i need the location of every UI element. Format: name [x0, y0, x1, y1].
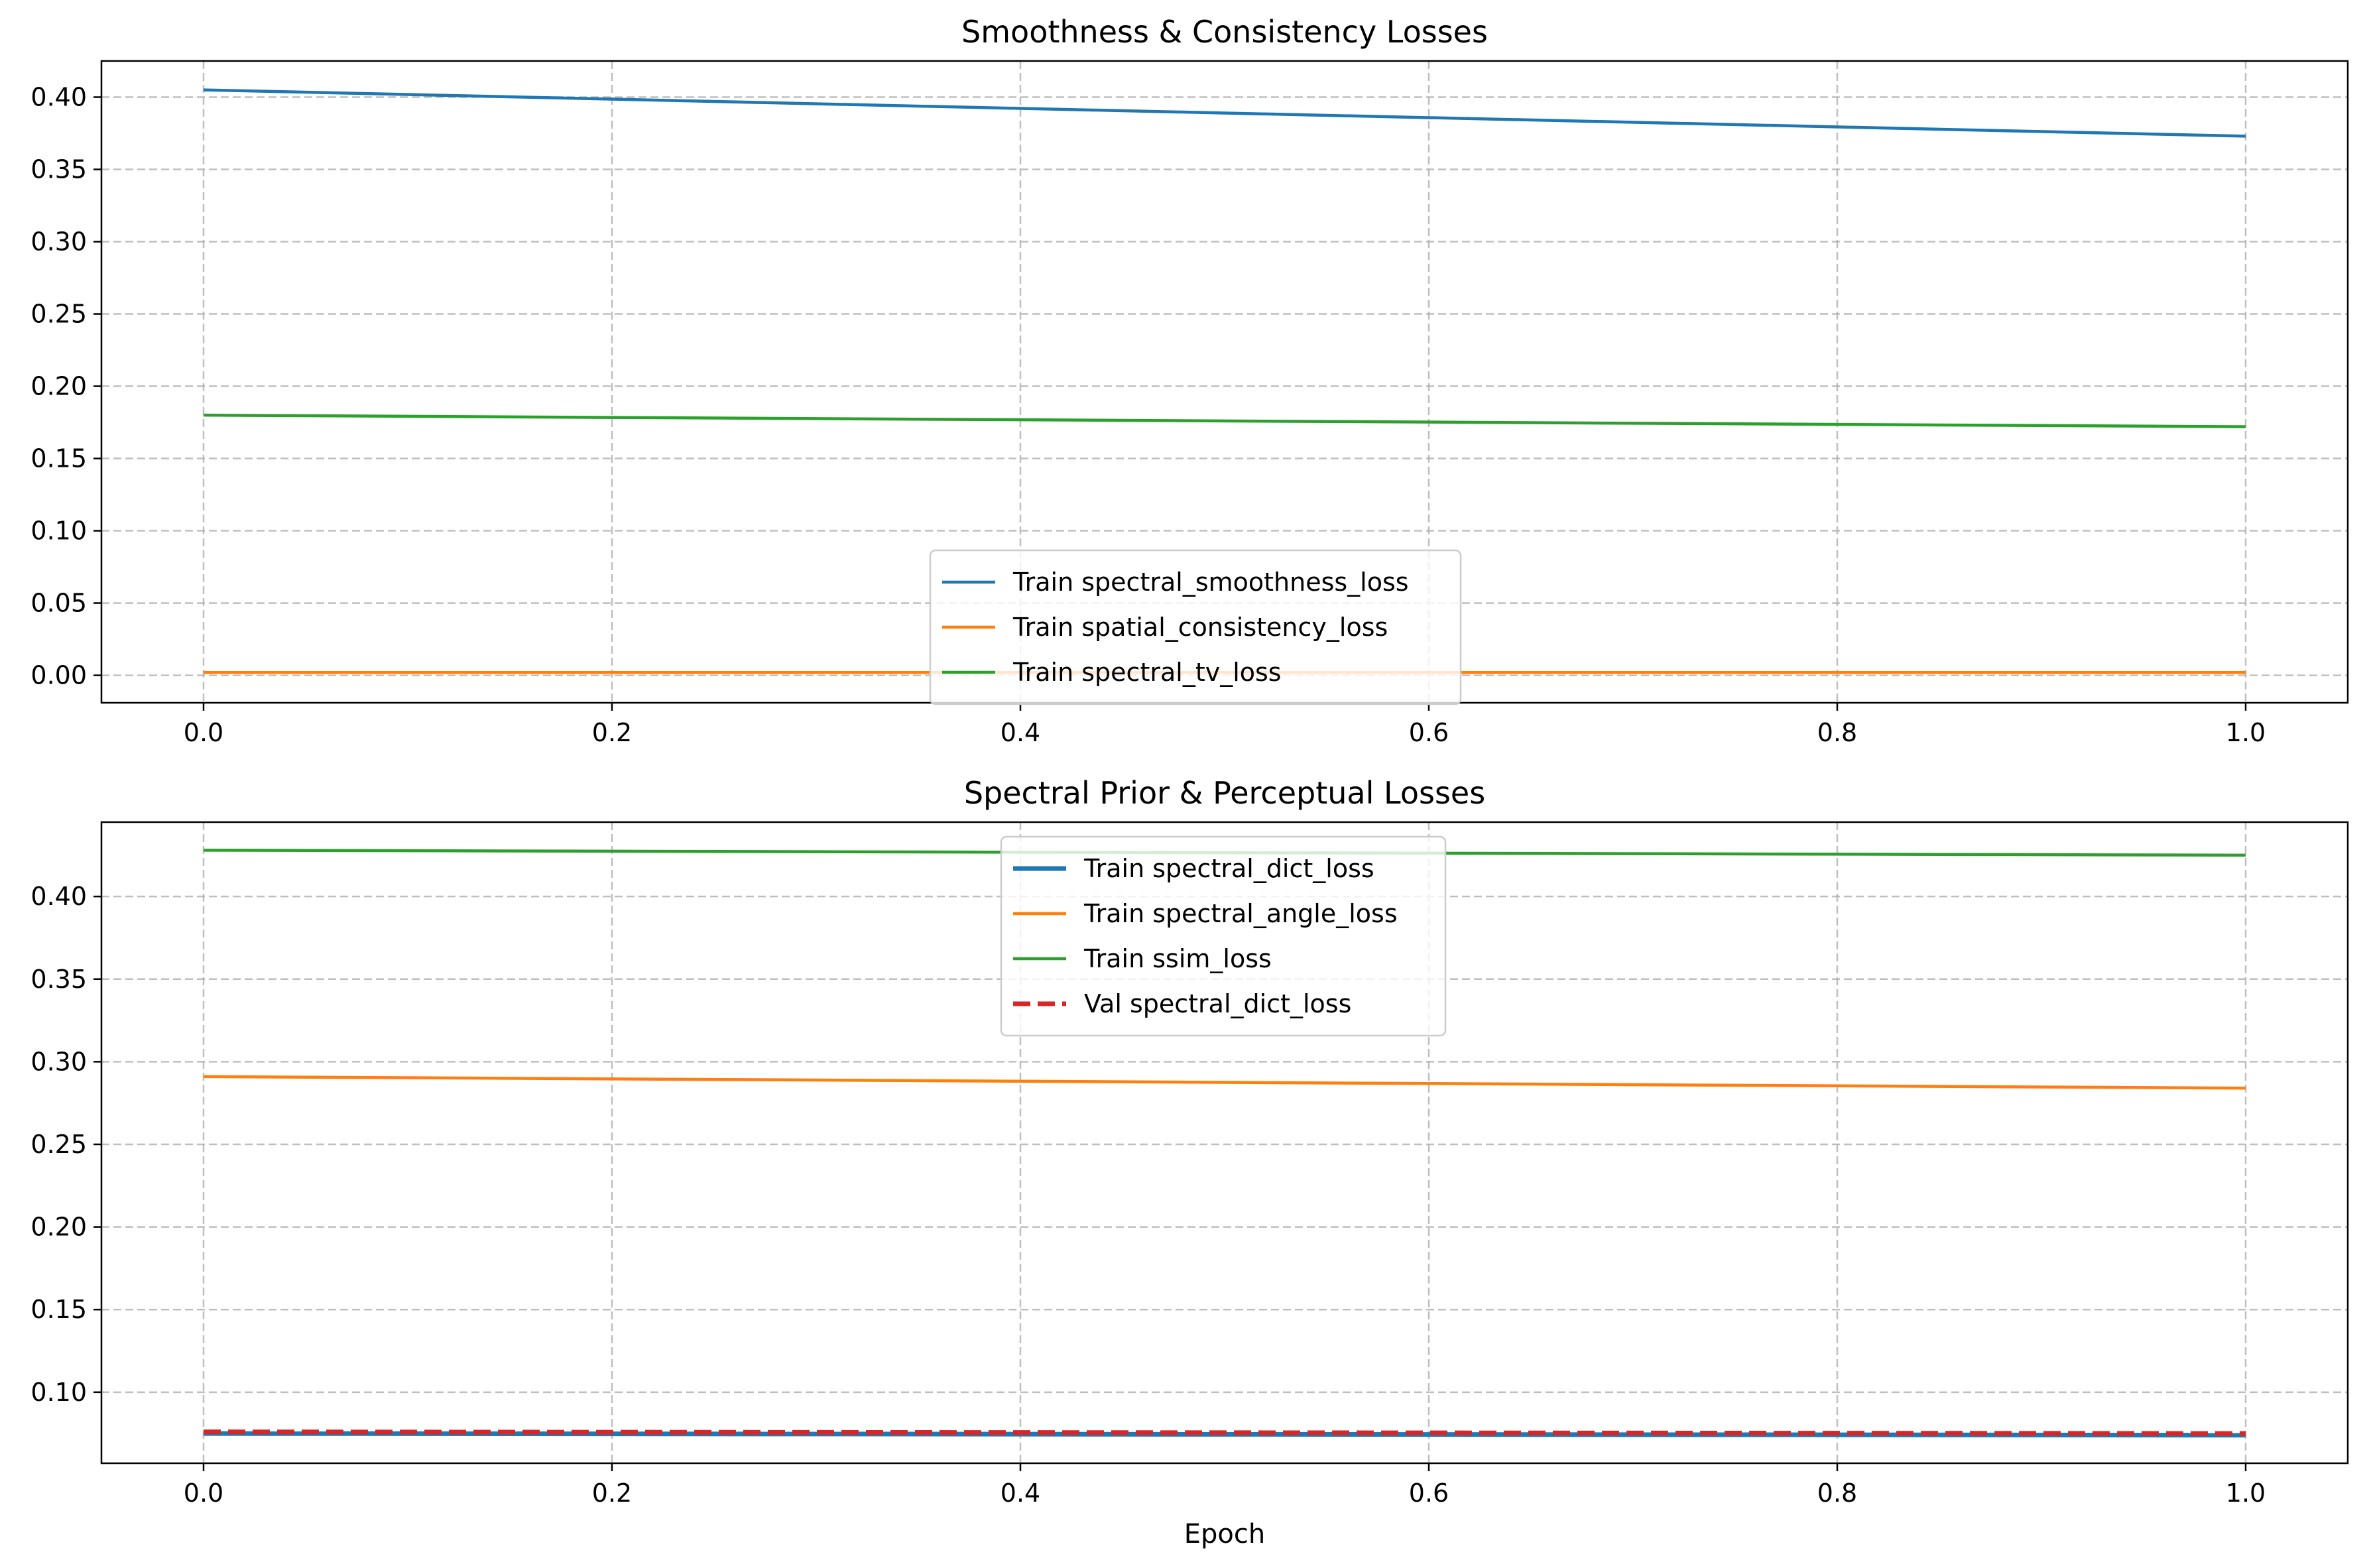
- chart-1-plot-frame: [100, 821, 2349, 1465]
- chart-0-ytick-label-1: 0.05: [30, 589, 87, 618]
- chart-0-legend-label-train-spatial-consistency-loss: Train spatial_consistency_loss: [1012, 613, 1388, 642]
- chart-0-legend: Train spectral_smoothness_loss Train spat…: [929, 549, 1462, 705]
- chart-1-series-train-spectral-angle-loss: [203, 1075, 2246, 1090]
- chart-0-xtick-label-3: 0.6: [1409, 718, 1449, 747]
- chart-1-title: Spectral Prior & Perceptual Losses: [964, 775, 1485, 811]
- chart-0-legend-box: [929, 549, 1462, 705]
- chart-0-xtick-label-5: 1.0: [2226, 718, 2266, 747]
- chart-1-xtick-label-2: 0.4: [1001, 1478, 1040, 1508]
- chart-1-ytick-label-6: 0.40: [30, 882, 87, 911]
- chart-1-ytick-label-4: 0.30: [30, 1047, 87, 1076]
- chart-0-ytick-label-0: 0.00: [30, 661, 87, 690]
- chart-0-xtick-label-1: 0.2: [592, 718, 632, 747]
- chart-1-ytick-label-3: 0.25: [30, 1130, 87, 1159]
- chart-0-ytick-label-6: 0.30: [30, 227, 87, 257]
- chart-spectral-prior-perceptual: 0.0 0.2 0.4 0.6 0.8 1.0 0.10 0.15 0.20 0.25 0.30 0.…: [30, 775, 2349, 1549]
- chart-1-legend-box: [1000, 835, 1447, 1037]
- chart-1-series-val-spectral-dict-loss: [203, 1429, 2246, 1436]
- chart-1-ytick-label-2: 0.20: [30, 1213, 87, 1242]
- chart-0-xtick-label-0: 0.0: [184, 718, 223, 747]
- chart-1-legend: Train spectral_dict_loss Train spectral_a…: [1000, 835, 1447, 1037]
- chart-0-legend-label-train-spectral-tv-loss: Train spectral_tv_loss: [1012, 658, 1282, 687]
- chart-0-ytick-label-3: 0.15: [30, 444, 87, 473]
- chart-0-series-train-spectral-tv-loss: [203, 413, 2246, 428]
- chart-0-xtick-label-4: 0.8: [1817, 718, 1857, 747]
- chart-1-legend-label-train-ssim-loss: Train ssim_loss: [1083, 944, 1272, 973]
- chart-1-xtick-label-5: 1.0: [2226, 1478, 2266, 1508]
- chart-1-ytick-label-5: 0.35: [30, 965, 87, 994]
- chart-1-legend-label-train-spectral-angle-loss: Train spectral_angle_loss: [1083, 899, 1398, 928]
- chart-1-xtick-label-1: 0.2: [592, 1478, 632, 1508]
- chart-1-xtick-label-4: 0.8: [1817, 1478, 1857, 1508]
- chart-0-title: Smoothness & Consistency Losses: [961, 14, 1488, 50]
- chart-1-legend-label-train-spectral-dict-loss: Train spectral_dict_loss: [1083, 854, 1374, 883]
- chart-0-ytick-label-2: 0.10: [30, 516, 87, 546]
- chart-1-legend-label-val-spectral-dict-loss: Val spectral_dict_loss: [1084, 989, 1351, 1018]
- chart-0-ytick-label-8: 0.40: [30, 83, 87, 112]
- chart-0-xtick-label-2: 0.4: [1001, 718, 1040, 747]
- chart-1-xtick-label-0: 0.0: [184, 1478, 223, 1508]
- chart-1-xlabel: Epoch: [1184, 1519, 1265, 1549]
- chart-1-ytick-label-0: 0.10: [30, 1378, 87, 1407]
- chart-smoothness-consistency: 0.0 0.2 0.4 0.6 0.8 1.0 0.00 0.05 0.10 0.15 0.20 0.…: [30, 14, 2349, 747]
- chart-0-ytick-label-5: 0.25: [30, 300, 87, 329]
- chart-1-ytick-label-1: 0.15: [30, 1295, 87, 1324]
- chart-0-ytick-label-4: 0.20: [30, 372, 87, 401]
- chart-1-xtick-label-3: 0.6: [1409, 1478, 1449, 1508]
- chart-0-ytick-label-7: 0.35: [30, 155, 87, 184]
- chart-0-legend-label-train-spectral-smoothness-loss: Train spectral_smoothness_loss: [1012, 568, 1409, 597]
- chart-0-series-train-spectral-smoothness-loss: [203, 88, 2246, 138]
